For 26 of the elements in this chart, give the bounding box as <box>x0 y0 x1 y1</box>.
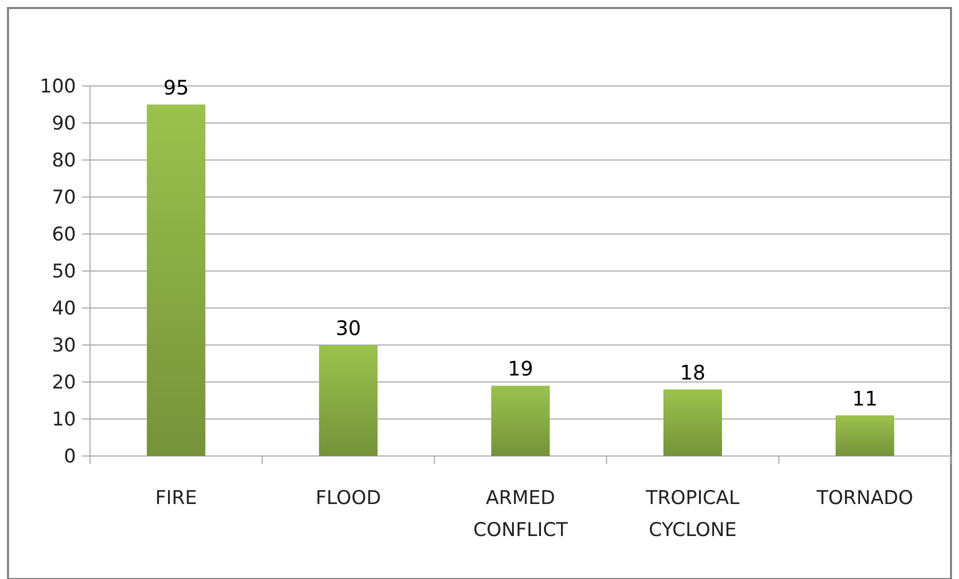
y-tick-label: 90 <box>52 112 76 135</box>
x-tick-label: ARMED CONFLICT <box>473 487 568 541</box>
y-tick-label: 40 <box>52 298 76 320</box>
x-tick-label: TORNADO <box>816 487 914 509</box>
data-label: 11 <box>852 386 878 410</box>
data-label: 95 <box>163 76 189 100</box>
y-tick-label: 60 <box>52 224 76 246</box>
y-tick-label: 50 <box>52 260 76 283</box>
x-tick-label: TROPICAL CYCLONE <box>644 487 740 541</box>
y-tick-label: 0 <box>64 446 76 468</box>
y-tick-label: 20 <box>52 372 76 394</box>
data-label: 18 <box>680 360 706 384</box>
bar <box>836 415 894 456</box>
y-tick-label: 70 <box>52 186 76 209</box>
x-tick-label: FIRE <box>155 487 197 509</box>
data-label: 19 <box>508 356 534 381</box>
y-tick-label: 80 <box>52 150 76 172</box>
bar <box>663 389 722 456</box>
data-label: 30 <box>336 316 362 340</box>
bar <box>319 345 378 456</box>
y-tick-label: 30 <box>52 334 76 357</box>
y-tick-label: 100 <box>40 76 76 98</box>
bar <box>491 386 550 456</box>
x-tick-label: FLOOD <box>316 487 381 509</box>
bar <box>146 104 206 456</box>
y-tick-label: 10 <box>52 408 76 431</box>
